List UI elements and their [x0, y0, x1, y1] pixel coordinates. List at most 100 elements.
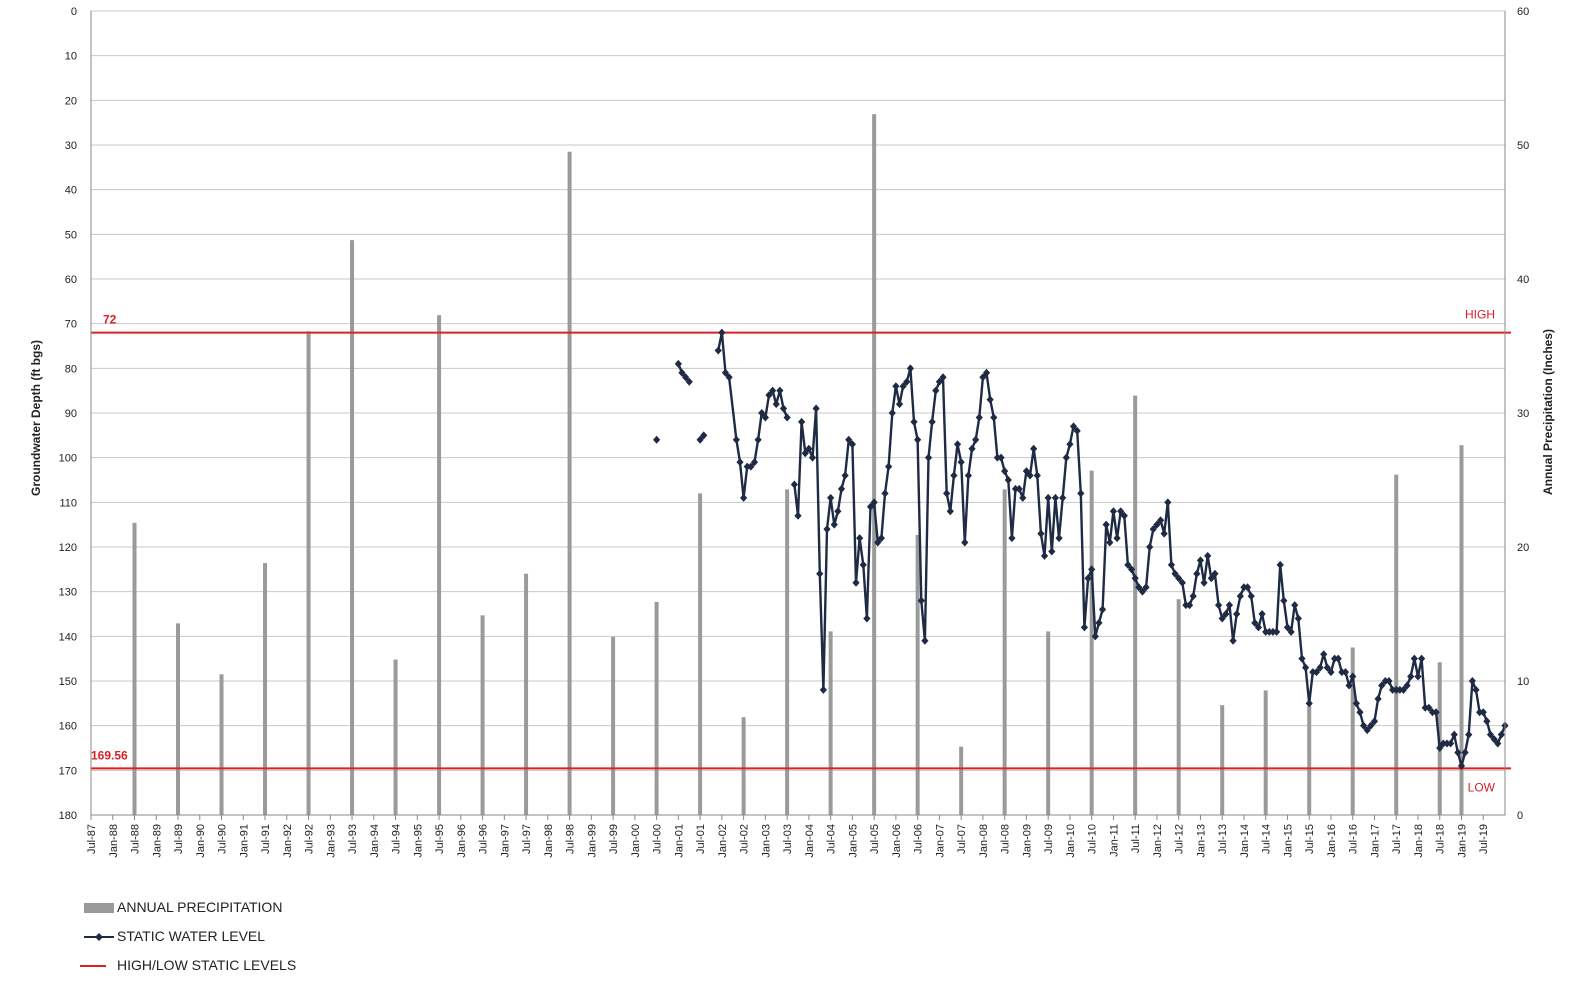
- water-level-point: [1374, 694, 1382, 703]
- y2-tick-label: 30: [1517, 408, 1529, 420]
- x-tick-label: Jul-89: [173, 824, 185, 854]
- water-level-point: [783, 413, 791, 422]
- x-tick-label: Jan-98: [543, 824, 555, 858]
- water-level-series: [653, 328, 1509, 770]
- water-level-point: [736, 458, 744, 467]
- water-level-point: [1178, 578, 1186, 587]
- water-level-point: [808, 453, 817, 462]
- water-level-point: [1428, 708, 1437, 717]
- water-level-point: [968, 444, 976, 453]
- water-level-point: [1443, 739, 1451, 748]
- water-level-point: [1069, 422, 1078, 431]
- precipitation-bar: [1263, 690, 1268, 815]
- x-tick-label: Jan-89: [151, 824, 163, 858]
- water-level-point: [1156, 516, 1165, 525]
- water-level-point: [1345, 681, 1353, 690]
- water-level-point: [772, 400, 780, 409]
- reference-end-label: LOW: [1468, 780, 1496, 794]
- x-tick-label: Jul-12: [1174, 824, 1186, 854]
- x-tick-label: Jul-88: [130, 824, 142, 854]
- water-level-point: [964, 471, 973, 480]
- water-level-point: [1287, 627, 1295, 636]
- water-level-point: [1294, 614, 1302, 623]
- precipitation-bar: [567, 151, 572, 815]
- x-tick-label: Jan-10: [1065, 824, 1077, 858]
- water-level-point: [982, 368, 991, 377]
- water-level-point: [1465, 730, 1473, 739]
- precipitation-bar: [524, 573, 529, 815]
- precipitation-bar: [1002, 489, 1007, 815]
- water-level-point: [903, 377, 911, 386]
- reference-lines: 72 HIGH 169.56 LOW: [91, 308, 1511, 794]
- water-level-point: [1044, 493, 1052, 502]
- x-tick-label: Jan-14: [1239, 824, 1251, 858]
- water-level-point: [816, 569, 824, 578]
- water-level-point: [653, 435, 661, 444]
- water-level-point: [885, 462, 893, 471]
- water-level-point: [1225, 601, 1234, 610]
- y-tick-label: 100: [59, 453, 77, 465]
- water-level-point: [1207, 574, 1215, 583]
- water-level-point: [1059, 493, 1067, 502]
- water-level-point: [819, 685, 827, 694]
- water-level-point: [1124, 560, 1132, 569]
- water-level-point: [1356, 708, 1364, 717]
- water-level-point: [823, 525, 831, 534]
- x-tick-label: Jul-18: [1435, 824, 1447, 854]
- water-level-point: [939, 373, 947, 382]
- water-level-point: [1421, 703, 1429, 712]
- water-level-point: [1283, 623, 1292, 632]
- x-tick-label: Jan-00: [630, 824, 642, 858]
- water-level-point: [798, 417, 806, 426]
- water-level-point: [1164, 498, 1172, 507]
- x-tick-label: Jul-08: [1000, 824, 1012, 854]
- water-level-point: [863, 614, 871, 623]
- x-tick-label: Jul-03: [782, 824, 794, 854]
- y2-tick-label: 40: [1517, 274, 1529, 286]
- water-level-point: [1233, 610, 1241, 618]
- water-level-point: [1030, 444, 1038, 453]
- water-level-point: [1026, 471, 1034, 480]
- water-level-point: [1338, 668, 1346, 677]
- water-level-point: [1196, 556, 1205, 565]
- y-axis-title: Groundwater Depth (ft bgs): [29, 340, 43, 496]
- water-level-point: [1486, 730, 1495, 739]
- y-tick-label: 130: [59, 587, 77, 599]
- water-level-point: [812, 404, 820, 413]
- precipitation-bar: [872, 114, 877, 816]
- water-level-point: [1084, 574, 1092, 583]
- water-level-point: [1091, 632, 1099, 641]
- water-level-point: [1146, 543, 1154, 551]
- x-tick-label: Jul-97: [521, 824, 533, 854]
- precipitation-bar: [654, 601, 659, 815]
- water-level-point: [1454, 748, 1462, 757]
- x-tick-label: Jan-15: [1282, 824, 1294, 858]
- water-level-point: [1262, 627, 1270, 636]
- water-level-point: [1218, 614, 1226, 623]
- water-level-point: [848, 440, 856, 449]
- water-level-point: [1055, 534, 1063, 543]
- x-tick-label: Jul-14: [1261, 824, 1273, 854]
- precipitation-bar: [219, 674, 224, 815]
- water-level-point: [1370, 717, 1379, 726]
- water-level-point: [1182, 601, 1190, 610]
- water-level-point: [1320, 650, 1328, 659]
- precipitation-bar: [1089, 470, 1094, 815]
- water-level-point: [1102, 520, 1110, 529]
- water-level-point: [1378, 681, 1386, 690]
- water-level-point: [1251, 618, 1259, 627]
- water-level-point: [1022, 467, 1031, 476]
- water-level-point: [946, 507, 954, 516]
- water-level-point: [1476, 708, 1484, 717]
- y-tick-label: 110: [59, 497, 77, 509]
- water-level-point: [1363, 726, 1371, 735]
- water-level-point: [1117, 507, 1125, 516]
- x-tick-label: Jul-92: [304, 824, 316, 854]
- water-level-point: [1222, 610, 1230, 618]
- water-level-point: [1113, 534, 1121, 543]
- water-level-point: [1305, 699, 1313, 708]
- precipitation-bar: [350, 240, 355, 815]
- water-level-point: [1425, 703, 1433, 712]
- water-level-point: [1066, 440, 1074, 449]
- x-tick-label: Jul-15: [1304, 824, 1316, 854]
